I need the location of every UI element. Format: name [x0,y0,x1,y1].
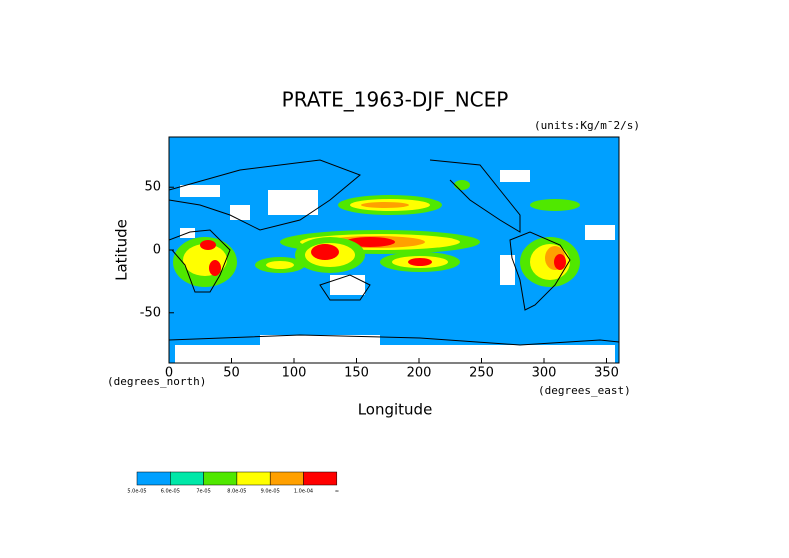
x-tick-label: 200 [407,366,432,381]
y-tick-label: 0 [153,243,161,258]
colorbar-label: 1.0e-04 [294,489,313,495]
colorbar-swatch [236,471,271,486]
colorbar-label: 5.0e-05 [127,489,146,495]
y-units: (degrees_north) [107,375,206,388]
x-tick-label: 300 [532,366,557,381]
colorbar-label: ∞ [335,489,339,495]
colorbar-swatch [303,471,338,486]
y-axis-label: Latitude [113,219,131,281]
coastlines [169,159,619,346]
x-tick-label: 100 [282,366,307,381]
x-tick-label: 250 [469,366,494,381]
colorbar-swatch [136,471,171,486]
x-axis-label: Longitude [358,401,433,419]
map-field [169,137,619,363]
colorbar-label: 7e-05 [196,489,210,495]
precip-bands [173,180,580,287]
y-tick-label: -50 [140,305,161,320]
y-tick-label: 50 [144,180,161,195]
colorbar-label: 9.0e-05 [261,489,280,495]
colorbar-swatch [203,471,238,486]
chart-title: PRATE_1963-DJF_NCEP [282,88,509,112]
x-units: (degrees_east) [538,384,631,397]
no-data-regions [175,170,615,363]
colorbar-label: 6.0e-05 [161,489,180,495]
colorbar-swatch [170,471,204,486]
colorbar-swatch [269,471,304,486]
x-tick-label: 150 [344,366,369,381]
x-tick-label: 50 [223,366,240,381]
colorbar-label: 8.0e-05 [227,489,246,495]
x-tick-label: 0 [165,366,173,381]
units-label: (units:Kg/m¯2/s) [534,119,640,132]
x-tick-label: 350 [594,366,619,381]
